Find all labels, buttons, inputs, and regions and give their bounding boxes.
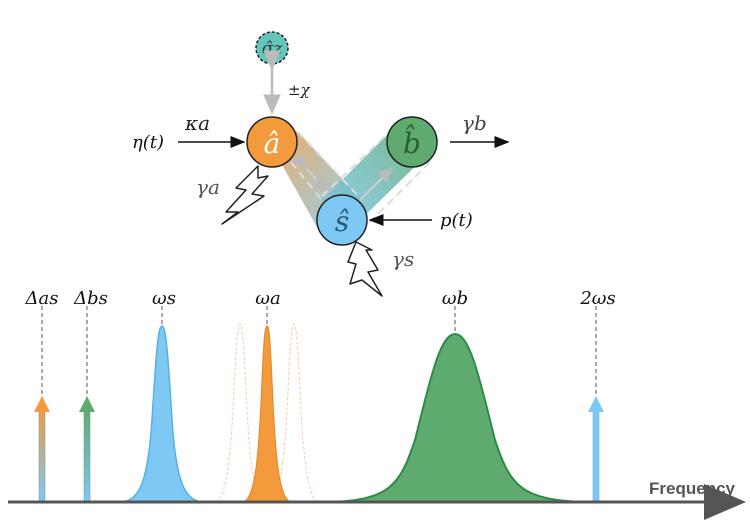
chi-label: ±χ [288, 81, 311, 99]
gamma-a-label: γa [196, 175, 220, 199]
marker-label-omega-s: ωs [152, 288, 176, 309]
peak-omega-s [121, 325, 203, 503]
loss-s-bolt-icon [347, 241, 383, 297]
delta-bs-arrow [79, 396, 95, 503]
loss-a-bolt-icon [221, 165, 269, 225]
mode-s-circle [316, 194, 368, 246]
frequency-axis-label: Frequency [649, 479, 736, 498]
pump-label: p(t) [440, 210, 473, 231]
mode-b-label: b̂ [403, 125, 421, 160]
mode-b-circle [386, 116, 438, 168]
marker-label-omega-b: ωb [442, 288, 468, 309]
mode-a-label: â [264, 127, 281, 160]
spectrum: Frequency Δas Δbs ωs ωa ωb 2ωs [8, 288, 746, 520]
mode-a-circle [246, 116, 298, 168]
kappa-label: κa [184, 111, 210, 135]
two-omega-s-arrow [588, 396, 604, 503]
peak-omega-b [329, 332, 586, 503]
gamma-s-label: γs [392, 247, 414, 271]
mode-s-label: ŝ [335, 205, 349, 238]
drive-label: η(t) [132, 132, 164, 153]
sideband-peak-right [269, 323, 319, 503]
qubit-label: σ̂z [262, 39, 284, 59]
marker-label-omega-a: ωa [255, 288, 280, 309]
marker-label-delta-as: Δas [25, 288, 59, 309]
marker-label-delta-bs: Δbs [73, 288, 108, 309]
peak-omega-a [242, 325, 292, 503]
coupling-diagram: σ̂z ±χ â b̂ ŝ η(t) κa γb p(t) γa γs [132, 31, 510, 297]
sideband-peak-left [215, 323, 265, 503]
marker-label-2omega-s: 2ωs [579, 288, 615, 309]
delta-as-arrow [34, 396, 50, 503]
gamma-b-label: γb [462, 111, 487, 135]
